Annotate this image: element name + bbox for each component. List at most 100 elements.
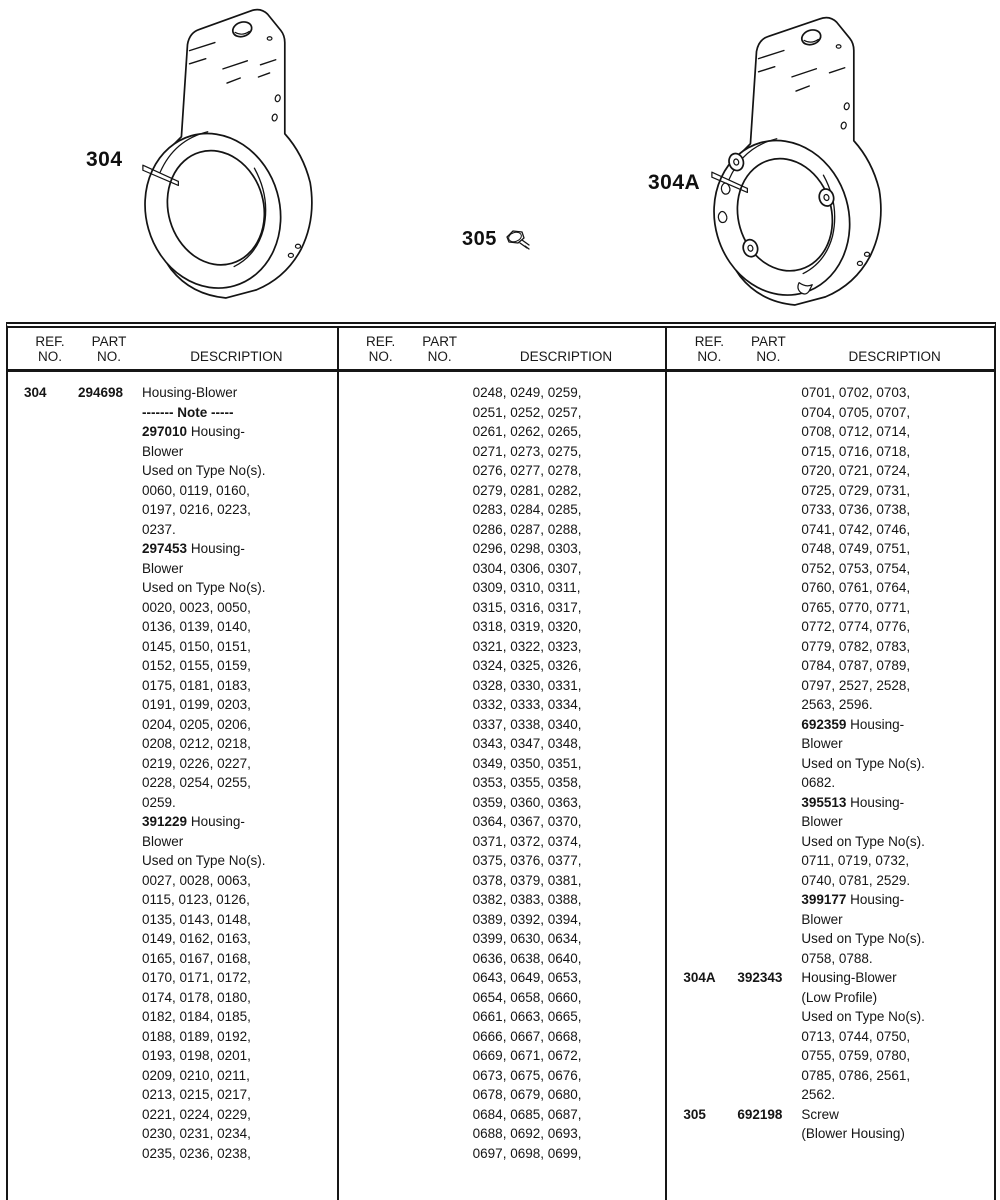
description-line: 297453 Housing- — [142, 541, 245, 556]
description-line: 0020, 0023, 0050, — [142, 599, 251, 615]
description-line: Used on Type No(s). — [142, 580, 266, 595]
ref-no-cell: 304 — [24, 385, 47, 400]
description-cell: Housing-Blower ------- Note ----- 297010 H… — [142, 383, 333, 1163]
description-line: 0315, 0316, 0317, — [472, 599, 582, 615]
column-header: REF. NO. PART NO. DESCRIPTION — [667, 328, 994, 372]
column-body: 304 294698 Housing-Blower ------- Note ----… — [8, 372, 337, 1200]
description-line: 0682. — [801, 775, 836, 790]
part-no-cell: 294698 — [78, 385, 124, 400]
description-line: 0321, 0322, 0323, — [472, 638, 582, 654]
table-row: 0701, 0702, 0703, 0704, 0705, 0707, 0708, … — [683, 383, 990, 968]
description-line: 0654, 0658, 0660, — [472, 989, 582, 1005]
description-line: Blower — [801, 814, 843, 829]
description-line: 0701, 0702, 0703, — [801, 385, 911, 400]
blower-housing-304-drawing — [142, 8, 313, 299]
description-line: Blower — [142, 443, 184, 459]
description-line: 0748, 0749, 0751, — [801, 541, 911, 556]
ref-no-header: REF. NO. — [694, 334, 724, 364]
column-header: REF. NO. PART NO. DESCRIPTION — [338, 328, 666, 372]
description-line: 0060, 0119, 0160, — [142, 482, 250, 498]
description-line: 0193, 0198, 0201, — [142, 1048, 251, 1063]
description-line: 0286, 0287, 0288, — [472, 521, 582, 537]
description-line: 0343, 0347, 0348, — [472, 736, 582, 751]
description-line: 0170, 0171, 0172, — [142, 970, 251, 985]
description-line: 0661, 0663, 0665, — [472, 1009, 582, 1024]
description-line: 0283, 0284, 0285, — [472, 502, 582, 517]
description-line: 0209, 0210, 0211, — [142, 1067, 250, 1083]
part-no-header: PART NO. — [91, 334, 127, 364]
table-column-2: REF. NO. PART NO. DESCRIPTION 0248, 0249, 025… — [336, 328, 666, 1200]
ref-no-header: REF. NO. — [35, 334, 65, 364]
part-no-cell: 392343 — [737, 970, 783, 985]
description-line: 0332, 0333, 0334, — [472, 697, 582, 712]
description-line: 391229 Housing- — [142, 814, 245, 829]
description-line: 0636, 0638, 0640, — [472, 950, 582, 966]
description-line: 0251, 0252, 0257, — [472, 404, 582, 420]
description-cell: Housing-Blower (Low Profile) Used on Type … — [801, 968, 990, 1105]
description-line: (Low Profile) — [801, 989, 878, 1005]
description-line: 0261, 0262, 0265, — [472, 424, 582, 439]
description-line: 0375, 0376, 0377, — [472, 853, 582, 868]
description-line: 0765, 0770, 0771, — [801, 599, 911, 615]
description-line: 0027, 0028, 0063, — [142, 872, 251, 888]
description-line: Blower — [142, 833, 184, 849]
description-line: 0353, 0355, 0358, — [472, 775, 582, 790]
description-line: 0259. — [142, 794, 176, 810]
description-line: 0704, 0705, 0707, — [801, 404, 911, 420]
description-line: 0204, 0205, 0206, — [142, 716, 251, 732]
description-line: 0248, 0249, 0259, — [472, 385, 582, 400]
description-line: Blower — [801, 911, 843, 927]
parts-table: REF. NO. PART NO. DESCRIPTION 304 294698 Housin… — [6, 322, 996, 1200]
description-line: 0337, 0338, 0340, — [472, 716, 582, 732]
description-line: 0318, 0319, 0320, — [472, 619, 582, 634]
column-body: 0701, 0702, 0703, 0704, 0705, 0707, 0708, … — [667, 372, 994, 1200]
part-label-304: 304 — [86, 148, 123, 171]
description-line: 0708, 0712, 0714, — [801, 424, 911, 439]
description-header: DESCRIPTION — [190, 349, 283, 364]
description-header: DESCRIPTION — [848, 349, 941, 364]
ref-no-cell: 304A — [683, 970, 716, 985]
description-line: 0760, 0761, 0764, — [801, 580, 911, 595]
description-line: 297010 Housing- — [142, 424, 245, 439]
description-line: 0784, 0787, 0789, — [801, 658, 911, 673]
table-row: 304A 392343 Housing-Blower (Low Profile) Use… — [683, 968, 990, 1105]
description-line: Used on Type No(s). — [801, 833, 925, 849]
ref-no-cell: 305 — [683, 1106, 706, 1122]
description-line: 0389, 0392, 0394, — [472, 911, 582, 927]
description-line: 0191, 0199, 0203, — [142, 697, 251, 712]
description-line: 0208, 0212, 0218, — [142, 736, 251, 751]
description-line: 0758, 0788. — [801, 950, 873, 966]
description-line: 0182, 0184, 0185, — [142, 1009, 251, 1024]
description-cell: Screw (Blower Housing) — [801, 1105, 990, 1144]
description-line: 0174, 0178, 0180, — [142, 989, 251, 1005]
description-line: 0197, 0216, 0223, — [142, 502, 251, 517]
description-line: 0733, 0736, 0738, — [801, 502, 911, 517]
description-line: 0237. — [142, 521, 176, 537]
ref-no-cell — [683, 383, 735, 968]
description-line: ------- Note ----- — [142, 404, 234, 420]
description-line: 0228, 0254, 0255, — [142, 775, 251, 790]
description-line: 0149, 0162, 0163, — [142, 931, 251, 946]
description-line: 0643, 0649, 0653, — [472, 970, 582, 985]
description-line: 2562. — [801, 1087, 836, 1102]
description-line: Used on Type No(s). — [801, 1009, 925, 1024]
description-line: 0382, 0383, 0388, — [472, 892, 582, 907]
description-line: 0755, 0759, 0780, — [801, 1048, 911, 1063]
table-column-3: REF. NO. PART NO. DESCRIPTION 0701, 0702, 070… — [665, 328, 994, 1200]
description-line: 0279, 0281, 0282, — [472, 482, 582, 498]
column-body: 0248, 0249, 0259, 0251, 0252, 0257, 0261, … — [339, 372, 666, 1200]
description-line: 0271, 0273, 0275, — [472, 443, 582, 459]
description-line: 0309, 0310, 0311, — [472, 580, 581, 595]
description-line: 0684, 0685, 0687, — [472, 1106, 582, 1122]
description-line: 0221, 0224, 0229, — [142, 1106, 251, 1122]
description-line: 0296, 0298, 0303, — [472, 541, 582, 556]
description-line: 399177 Housing- — [801, 892, 905, 907]
table-column-1: REF. NO. PART NO. DESCRIPTION 304 294698 Housin… — [8, 328, 337, 1200]
description-line: Used on Type No(s). — [801, 931, 925, 946]
description-line: 0371, 0372, 0374, — [472, 833, 582, 849]
description-line: 0324, 0325, 0326, — [472, 658, 582, 673]
table-row: 0248, 0249, 0259, 0251, 0252, 0257, 0261, … — [355, 383, 662, 1163]
description-line: 2563, 2596. — [801, 697, 873, 712]
description-line: 0711, 0719, 0732, — [801, 853, 910, 868]
description-line: 0779, 0782, 0783, — [801, 638, 911, 654]
